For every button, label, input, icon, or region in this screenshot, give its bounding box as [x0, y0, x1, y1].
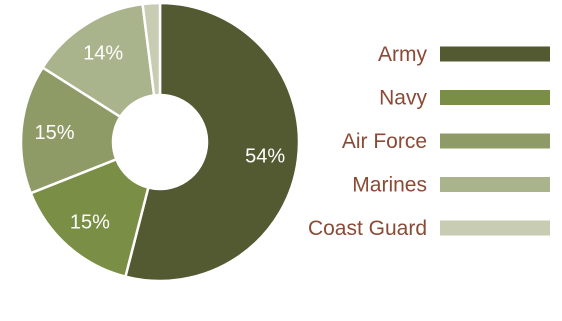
legend-label-coast-guard: Coast Guard: [308, 217, 427, 240]
legend-swatch-navy: [440, 90, 550, 105]
legend-swatch-air-force: [440, 133, 550, 149]
slice-coast-guard: [141, 1, 162, 97]
slice-air-force: [19, 65, 123, 195]
data-label-marines: 14%: [83, 43, 123, 65]
data-label-air-force: 15%: [34, 122, 74, 144]
legend-label-air-force: Air Force: [342, 130, 427, 153]
legend-label-army: Army: [378, 43, 427, 66]
legend-label-marines: Marines: [352, 174, 427, 197]
slice-marines: [40, 2, 156, 119]
data-label-navy: 15%: [70, 212, 110, 234]
slice-navy: [29, 157, 150, 279]
legend-swatch-marines: [440, 177, 550, 192]
legend-swatch-coast-guard: [440, 220, 550, 236]
data-label-army: 54%: [245, 145, 285, 167]
slice-army: [123, 1, 301, 283]
legend-swatch-army: [440, 46, 550, 62]
legend-label-navy: Navy: [379, 87, 427, 110]
